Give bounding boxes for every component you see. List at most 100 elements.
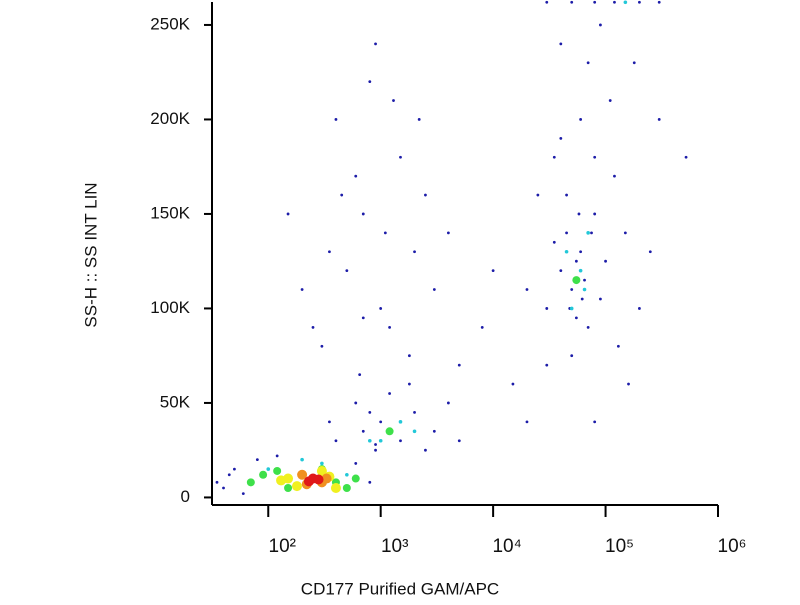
data-point [297, 469, 308, 480]
data-point [273, 466, 282, 475]
data-point [399, 155, 402, 159]
x-tick-label: 10⁵ [605, 536, 634, 557]
x-axis-label: CD177 Purified GAM/APC [301, 579, 499, 598]
data-point [574, 316, 578, 320]
data-point [321, 473, 332, 484]
data-point [275, 454, 279, 458]
data-point [580, 297, 584, 301]
data-point [407, 354, 411, 358]
data-point [417, 118, 421, 121]
data-point [572, 276, 581, 285]
data-point [638, 0, 641, 4]
data-point [457, 363, 461, 367]
data-point [413, 410, 416, 414]
data-point [311, 325, 315, 329]
data-point [593, 420, 597, 424]
data-point [579, 250, 583, 254]
y-tick-label: 150K [150, 203, 190, 222]
x-tick-label: 10² [269, 536, 296, 557]
data-point [565, 193, 568, 197]
data-point [342, 483, 351, 492]
data-point [378, 438, 383, 443]
data-point [457, 439, 461, 443]
data-point [684, 155, 688, 159]
data-point [374, 448, 377, 452]
y-tick-label: 200K [150, 109, 190, 128]
y-tick-label: 100K [150, 298, 190, 317]
data-point [648, 250, 652, 254]
data-point [623, 0, 628, 5]
data-point [233, 467, 236, 471]
data-point [577, 212, 581, 216]
data-point [586, 61, 590, 65]
data-point [552, 240, 556, 244]
data-point [313, 474, 324, 485]
data-point [361, 429, 365, 433]
data-point [627, 382, 630, 386]
data-point [559, 42, 563, 46]
data-point [564, 249, 569, 254]
data-point [368, 480, 372, 484]
data-point [565, 231, 568, 235]
data-point [570, 354, 574, 358]
y-tick-label: 0 [181, 487, 190, 506]
data-point [334, 439, 338, 443]
data-point [368, 80, 372, 84]
data-point [413, 250, 416, 254]
data-point [599, 297, 602, 301]
data-point [227, 473, 231, 477]
data-point [569, 306, 574, 311]
data-point [300, 457, 304, 462]
data-point [354, 401, 358, 405]
y-tick-label: 50K [160, 392, 191, 411]
data-point [593, 212, 597, 216]
data-point [657, 0, 661, 4]
data-point [300, 288, 304, 291]
data-point [255, 458, 259, 462]
data-point [367, 438, 372, 443]
data-point [368, 410, 372, 414]
data-point [570, 0, 574, 4]
data-point [266, 467, 271, 471]
x-tick-label: 10³ [381, 536, 408, 557]
data-point [398, 420, 403, 424]
data-point [613, 174, 616, 178]
data-point [328, 420, 331, 424]
data-point [608, 99, 612, 102]
data-point [545, 307, 549, 310]
data-point [432, 429, 436, 433]
data-point [241, 492, 245, 496]
data-point [412, 429, 417, 434]
data-point [320, 344, 324, 348]
data-point [399, 439, 402, 443]
data-point [446, 231, 450, 235]
data-point [328, 250, 331, 254]
data-point [578, 268, 583, 273]
data-point [379, 420, 383, 424]
data-point [259, 470, 268, 479]
y-axis-label: SS-H :: SS INT LIN [81, 182, 100, 327]
x-tick-label: 10⁶ [718, 536, 747, 557]
plot-area [212, 2, 718, 505]
data-point [340, 193, 344, 197]
data-point [559, 269, 563, 273]
data-point [545, 0, 549, 4]
data-point [480, 325, 484, 329]
data-point [583, 278, 586, 282]
data-point [284, 483, 293, 492]
data-point [374, 42, 377, 46]
data-point [361, 316, 365, 320]
data-point [291, 481, 302, 492]
data-point [446, 401, 450, 405]
data-point [358, 373, 362, 376]
y-tick-label: 250K [150, 14, 190, 33]
data-point [623, 231, 627, 235]
data-point [379, 307, 383, 310]
data-point [511, 382, 515, 386]
data-point [604, 259, 607, 263]
data-point [586, 231, 590, 235]
data-point [222, 486, 225, 490]
data-point [545, 363, 549, 367]
data-point [407, 382, 411, 386]
